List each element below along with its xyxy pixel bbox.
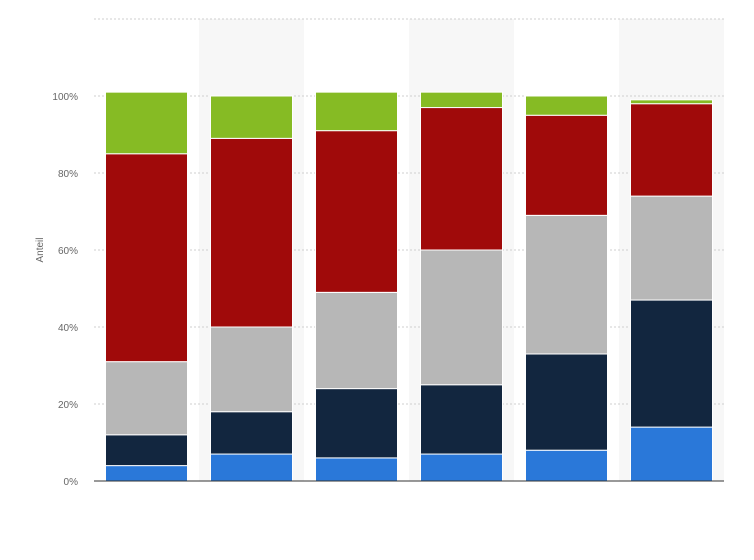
bar-segment[interactable] [630, 99, 713, 105]
y-tick-label: 0% [64, 477, 79, 488]
bar-segment[interactable] [420, 453, 503, 482]
bar-segment[interactable] [630, 103, 713, 197]
bars [105, 91, 713, 482]
bar-segment[interactable] [105, 361, 188, 436]
bar-segment[interactable] [525, 95, 608, 116]
bar-segment[interactable] [105, 91, 188, 155]
y-tick-labels: 0% 20% 40% 60% 80% 100% [52, 92, 78, 488]
y-tick-label: 100% [52, 92, 78, 103]
bar-segment[interactable] [525, 449, 608, 482]
bar-segment[interactable] [420, 107, 503, 251]
bar-segment[interactable] [105, 434, 188, 467]
bar-segment[interactable] [525, 353, 608, 451]
y-tick-label: 80% [58, 169, 78, 180]
y-axis-title: Anteil [35, 237, 46, 262]
bar-segment[interactable] [630, 299, 713, 428]
bar-segment[interactable] [210, 411, 293, 455]
bar-segment[interactable] [630, 426, 713, 482]
gridlines [94, 18, 724, 405]
bar-segment[interactable] [210, 326, 293, 413]
bar-segment[interactable] [315, 291, 398, 390]
bar-segment[interactable] [105, 153, 188, 363]
bar-segment[interactable] [630, 195, 713, 301]
bar-segment[interactable] [420, 249, 503, 386]
bar-segment[interactable] [420, 91, 503, 109]
y-tick-label: 60% [58, 246, 78, 257]
bar-segment[interactable] [210, 137, 293, 328]
bar-segment[interactable] [420, 384, 503, 455]
y-tick-label: 20% [58, 400, 78, 411]
bar-segment[interactable] [315, 91, 398, 132]
bar-segment[interactable] [315, 130, 398, 293]
bar-segment[interactable] [525, 114, 608, 216]
y-tick-label: 40% [58, 323, 78, 334]
bar-segment[interactable] [315, 457, 398, 482]
bar-segment[interactable] [210, 95, 293, 139]
bar-segment[interactable] [210, 453, 293, 482]
bar-segment[interactable] [525, 214, 608, 355]
bar-segment[interactable] [105, 465, 188, 482]
bar-segment[interactable] [315, 388, 398, 459]
